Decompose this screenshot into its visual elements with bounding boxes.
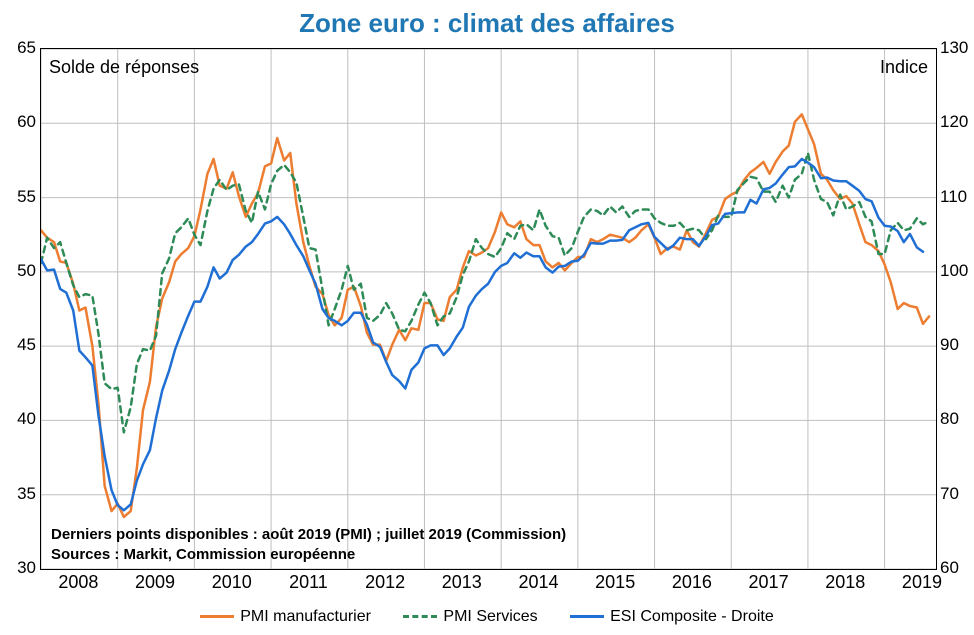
xtick: 2011 — [289, 572, 328, 593]
ytick-right: 70 — [940, 484, 959, 504]
xtick: 2010 — [212, 572, 252, 593]
ytick-left: 35 — [17, 484, 36, 504]
xtick: 2016 — [672, 572, 712, 593]
ytick-left: 60 — [17, 112, 36, 132]
ytick-right: 110 — [940, 187, 967, 207]
xtick: 2009 — [135, 572, 175, 593]
xtick: 2018 — [825, 572, 865, 593]
note-line-1: Derniers points disponibles : août 2019 … — [51, 526, 566, 543]
ytick-right: 60 — [940, 558, 959, 578]
ytick-left: 40 — [17, 409, 36, 429]
ytick-right: 130 — [940, 38, 968, 58]
left-axis-label: Solde de réponses — [49, 57, 199, 78]
legend-item-esi: ESI Composite - Droite — [570, 608, 774, 626]
chart-title: Zone euro : climat des affaires — [0, 8, 974, 39]
legend-label-0: PMI manufacturier — [240, 608, 371, 626]
ytick-left: 30 — [17, 558, 36, 578]
legend-swatch-0 — [200, 615, 234, 618]
xtick: 2014 — [518, 572, 558, 593]
ytick-right: 90 — [940, 335, 959, 355]
right-axis-label: Indice — [880, 57, 928, 78]
xtick: 2012 — [365, 572, 405, 593]
chart-container: Zone euro : climat des affaires Solde de… — [0, 0, 974, 635]
plot-svg — [41, 49, 936, 569]
ytick-right: 120 — [940, 112, 968, 132]
plot-area: Solde de réponses Indice Derniers points… — [40, 48, 937, 570]
note-line-2: Sources : Markit, Commission européenne — [51, 546, 355, 563]
ytick-right: 80 — [940, 409, 959, 429]
legend: PMI manufacturier PMI Services ESI Compo… — [0, 605, 974, 626]
xtick: 2008 — [58, 572, 98, 593]
legend-swatch-1 — [403, 615, 437, 618]
legend-label-2: ESI Composite - Droite — [610, 608, 774, 626]
ytick-left: 50 — [17, 261, 36, 281]
ytick-left: 65 — [17, 38, 36, 58]
ytick-right: 100 — [940, 261, 968, 281]
ytick-left: 45 — [17, 335, 36, 355]
xtick: 2013 — [442, 572, 482, 593]
ytick-left: 55 — [17, 187, 36, 207]
xtick: 2015 — [595, 572, 635, 593]
xtick: 2019 — [902, 572, 942, 593]
legend-item-pmi-svc: PMI Services — [403, 608, 537, 626]
legend-item-pmi-manuf: PMI manufacturier — [200, 608, 371, 626]
xtick: 2017 — [749, 572, 789, 593]
legend-label-1: PMI Services — [443, 608, 537, 626]
legend-swatch-2 — [570, 615, 604, 618]
